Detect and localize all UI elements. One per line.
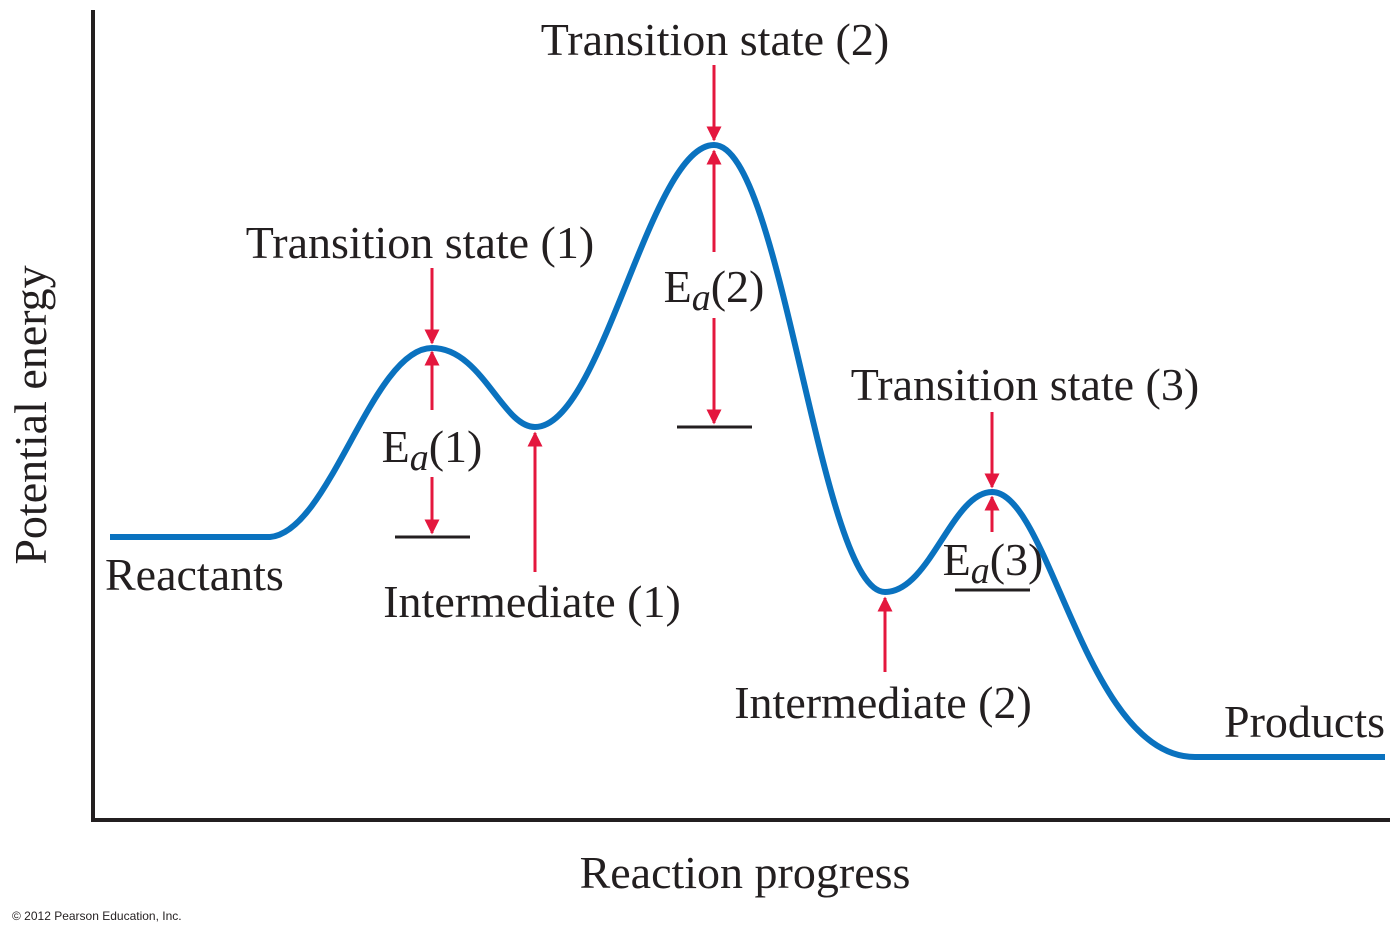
- ea-index: (1): [429, 421, 483, 472]
- ea-sub: a: [410, 437, 429, 479]
- ea-base: E: [664, 261, 692, 312]
- energy-curve: [110, 141, 1385, 760]
- ts-label: Transition state (1): [246, 217, 594, 268]
- intermediate-label: Intermediate (2): [734, 677, 1032, 728]
- ea-sub: a: [971, 550, 990, 592]
- intermediate-label: Intermediate (1): [383, 576, 681, 627]
- products-label: Products: [1224, 696, 1385, 747]
- ea-label: Ea(2): [664, 261, 765, 319]
- ea-index: (3): [990, 534, 1044, 585]
- ts-label: Transition state (2): [541, 14, 889, 65]
- ea-label: Ea(3): [943, 534, 1044, 592]
- reactants-label: Reactants: [105, 549, 284, 600]
- ea-label: Ea(1): [382, 421, 483, 479]
- y-axis-label: Potential energy: [5, 265, 56, 564]
- ea-base: E: [943, 534, 971, 585]
- ea-base: E: [382, 421, 410, 472]
- ea-sub: a: [692, 277, 711, 319]
- ts-label: Transition state (3): [851, 359, 1199, 410]
- x-axis-label: Reaction progress: [580, 847, 911, 898]
- copyright: © 2012 Pearson Education, Inc.: [12, 909, 182, 923]
- ea-index: (2): [711, 261, 765, 312]
